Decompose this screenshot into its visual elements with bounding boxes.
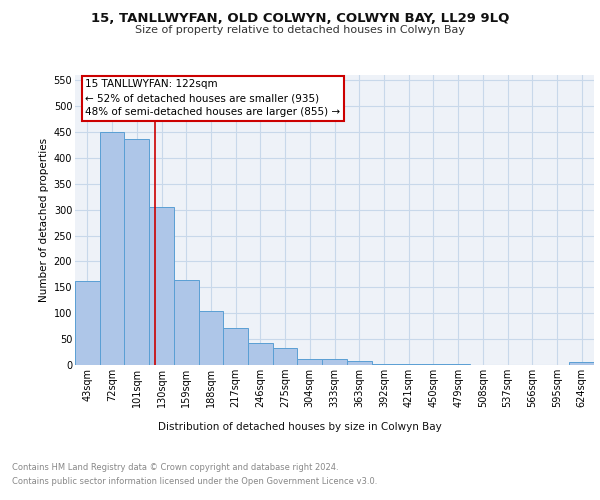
Text: Size of property relative to detached houses in Colwyn Bay: Size of property relative to detached ho… [135,25,465,35]
Bar [569,362,594,365]
Bar [75,280,100,365]
Bar [347,361,371,365]
Bar [396,364,421,365]
Bar [446,364,470,365]
Bar [421,364,446,365]
Text: 15, TANLLWYFAN, OLD COLWYN, COLWYN BAY, LL29 9LQ: 15, TANLLWYFAN, OLD COLWYN, COLWYN BAY, … [91,12,509,26]
Bar [298,360,322,365]
Text: 15 TANLLWYFAN: 122sqm
← 52% of detached houses are smaller (935)
48% of semi-det: 15 TANLLWYFAN: 122sqm ← 52% of detached … [85,80,341,118]
Bar [124,138,149,365]
Bar [273,348,298,365]
Bar [174,280,199,365]
Bar [199,310,223,365]
Text: Contains public sector information licensed under the Open Government Licence v3: Contains public sector information licen… [12,478,377,486]
Bar [371,364,396,365]
Text: Contains HM Land Registry data © Crown copyright and database right 2024.: Contains HM Land Registry data © Crown c… [12,462,338,471]
Text: Distribution of detached houses by size in Colwyn Bay: Distribution of detached houses by size … [158,422,442,432]
Bar [223,328,248,365]
Bar [322,360,347,365]
Bar [149,207,174,365]
Bar [248,342,273,365]
Bar [100,132,124,365]
Y-axis label: Number of detached properties: Number of detached properties [40,138,49,302]
